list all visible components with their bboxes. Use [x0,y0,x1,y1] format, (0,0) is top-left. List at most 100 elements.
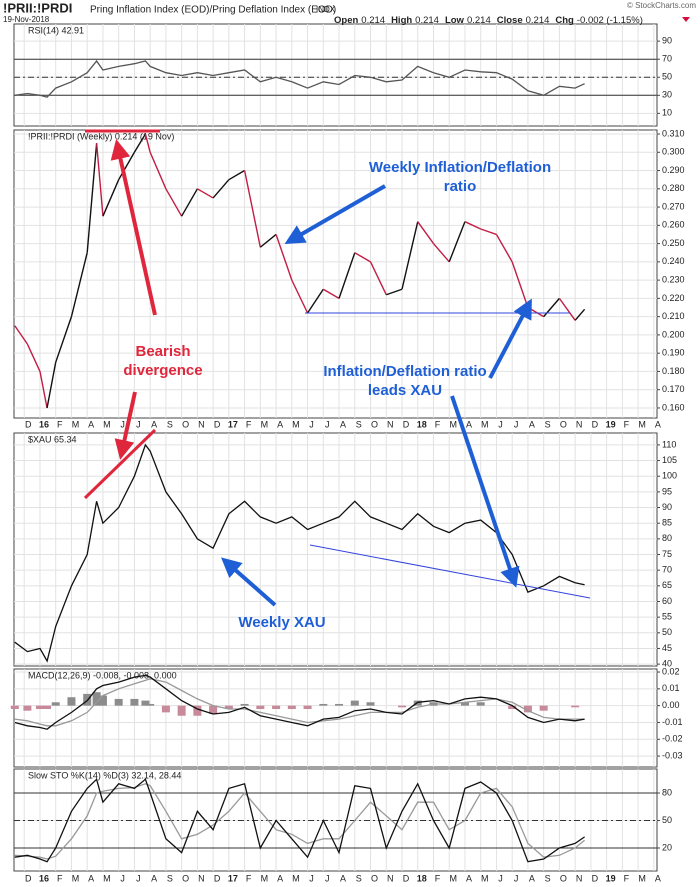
line-segment [401,221,419,290]
y-tick-label: 80 [662,787,672,797]
line-segment [558,297,576,321]
x-tick-label: A [151,419,157,429]
x-tick-label: M [449,419,457,429]
x-tick-label: A [529,419,535,429]
x-tick-label: D [592,873,599,883]
x-tick-label: A [88,873,94,883]
x-tick-label: D [592,419,599,429]
x-tick-label: J [498,419,503,429]
x-tick-label: F [435,419,441,429]
y-tick-label: 0.02 [662,666,680,676]
x-tick-label: M [103,419,111,429]
quote-value: 0.214 [526,15,550,26]
line-segment [432,243,450,263]
panel-label: !PRII:!PRDI (Weekly) 0.214 (19 Nov) [28,131,174,141]
annotation: leads XAU [368,382,442,399]
histogram-bar [35,705,44,710]
x-tick-label: N [198,873,205,883]
y-tick-label: 100 [662,471,677,481]
histogram-bar [209,705,218,715]
line-segment [14,325,28,345]
y-tick-label: 0.210 [662,311,685,321]
y-tick-label: 0.01 [662,683,680,693]
x-tick-label: N [387,873,394,883]
x-tick-label: A [277,419,283,429]
quote-value: 0.214 [467,15,491,26]
y-tick-label: 50 [662,815,672,825]
x-tick-label: M [292,873,300,883]
x-tick-label: A [277,873,283,883]
x-tick-label: J [325,873,330,883]
annotation: Weekly XAU [238,614,325,631]
x-tick-label: S [167,419,173,429]
panel-label: RSI(14) 42.91 [28,25,84,35]
line-segment [228,169,245,181]
x-tick-label: J [309,873,314,883]
histogram-bar [272,705,281,710]
y-tick-label: 105 [662,455,677,465]
line-segment [39,371,48,409]
line-segment [86,143,98,253]
line-segment [212,179,230,199]
x-tick-label: M [638,419,646,429]
histogram-bar [350,700,359,706]
line-segment [480,228,497,236]
line-segment [133,133,147,153]
x-tick-label: J [498,873,503,883]
x-tick-label: J [514,419,519,429]
x-tick-label: J [309,419,314,429]
y-tick-label: 0.240 [662,256,685,266]
y-tick-label: 90 [662,502,672,512]
line-segment [26,343,41,372]
y-tick-label: 70 [662,565,672,575]
x-tick-label: M [261,419,269,429]
histogram-bar [398,705,407,708]
y-tick-label: 0.180 [662,366,685,376]
x-tick-label: D [214,873,221,883]
annotation: divergence [123,362,202,379]
x-tick-label: F [57,873,63,883]
histogram-bar [413,700,422,706]
x-tick-label: D [25,419,32,429]
x-tick-label: F [435,873,441,883]
x-tick-label: A [151,873,157,883]
series-line [14,678,585,727]
x-tick-label: M [292,419,300,429]
y-tick-label: 10 [662,108,672,118]
histogram-bar [51,702,60,706]
x-tick-label: J [136,873,141,883]
line-segment [165,188,183,217]
series-line [14,59,585,98]
panel-label: MACD(12,26,9) -0.008, -0.008, 0.000 [28,670,177,680]
x-tick-label: M [261,873,269,883]
histogram-bar [23,705,32,711]
x-tick-label: D [403,873,410,883]
x-tick-label: M [638,873,646,883]
histogram-bar [460,702,469,706]
x-tick-label: N [576,419,583,429]
x-tick-label: S [356,419,362,429]
histogram-bar [508,705,517,710]
arrow [488,298,532,379]
y-tick-label: 0.290 [662,165,685,175]
line-segment [322,288,340,299]
x-tick-label: F [624,419,630,429]
histogram-bar [476,702,485,706]
date: 19-Nov-2018 [3,15,50,24]
x-tick-label: M [481,873,489,883]
annotation: ratio [444,178,477,195]
panel-label: Slow STO %K(14) %D(3) 32.14, 28.44 [28,770,181,780]
y-tick-label: 70 [662,54,672,64]
credit: © StockCharts.com [627,1,696,10]
x-tick-label: O [560,419,567,429]
quote-label: Close [497,15,523,26]
quote-label: Chg [555,15,574,26]
y-tick-label: 0.160 [662,402,685,412]
y-tick-label: 0.270 [662,201,685,211]
histogram-bar [130,698,139,706]
x-tick-label: 18 [417,873,427,883]
x-tick-label: M [103,873,111,883]
quote: Open 0.214 High 0.214 Low 0.214 Close 0.214 Chg -… [334,15,643,26]
